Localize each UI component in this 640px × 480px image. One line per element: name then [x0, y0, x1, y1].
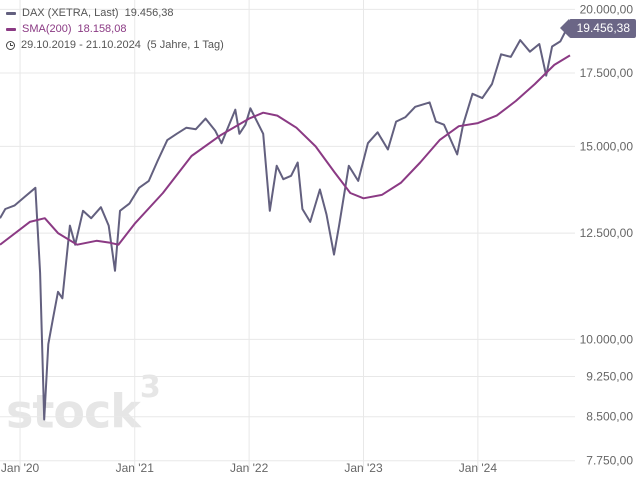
- dax-price-line: [0, 22, 571, 421]
- x-tick-label: Jan '20: [1, 461, 40, 475]
- x-axis: Jan '20 Jan '21 Jan '22 Jan '23 Jan '24: [1, 461, 497, 475]
- legend-range-detail: (5 Jahre, 1 Tag): [146, 39, 224, 51]
- legend-dax-label: DAX (XETRA, Last): [22, 7, 119, 19]
- y-tick-label: 10.000,00: [580, 332, 634, 346]
- legend-range-text: 29.10.2019 - 21.10.2024: [21, 39, 141, 51]
- legend-sma-label: SMA(200): [22, 23, 72, 35]
- last-price-badge: 19.456,38: [559, 19, 636, 38]
- y-axis: 7.750,00 8.500,00 9.250,00 10.000,00 12.500,…: [580, 2, 634, 467]
- x-tick-label: Jan '23: [344, 461, 383, 475]
- clock-icon: [6, 40, 15, 50]
- series-layer: [0, 22, 571, 421]
- sma-200-line: [0, 54, 571, 246]
- x-tick-label: Jan '22: [230, 461, 269, 475]
- y-tick-label: 20.000,00: [580, 2, 634, 16]
- legend-sma-value: 18.158,08: [77, 23, 127, 35]
- y-tick-label: 17.500,00: [580, 66, 634, 80]
- sma-swatch: [6, 27, 16, 31]
- x-tick-label: Jan '24: [459, 461, 498, 475]
- legend-item-dax[interactable]: DAX (XETRA, Last) 19.456,38: [6, 5, 224, 21]
- legend-dax-value: 19.456,38: [124, 7, 174, 19]
- watermark-sup: 3: [139, 370, 161, 405]
- watermark-text: stock: [6, 384, 141, 439]
- legend-item-sma[interactable]: SMA(200) 18.158,08: [6, 21, 224, 37]
- grid: [0, 0, 575, 470]
- dax-swatch: [6, 11, 16, 15]
- y-tick-label: 15.000,00: [580, 139, 634, 153]
- legend-range: 29.10.2019 - 21.10.2024 (5 Jahre, 1 Tag): [6, 37, 224, 53]
- y-tick-label: 12.500,00: [580, 226, 634, 240]
- x-tick-label: Jan '21: [116, 461, 155, 475]
- watermark-logo: stock3: [6, 370, 161, 439]
- y-tick-label: 9.250,00: [586, 369, 633, 383]
- y-tick-label: 8.500,00: [586, 410, 633, 424]
- legend: DAX (XETRA, Last) 19.456,38 SMA(200) 18.…: [6, 5, 224, 53]
- y-tick-label: 7.750,00: [586, 454, 633, 468]
